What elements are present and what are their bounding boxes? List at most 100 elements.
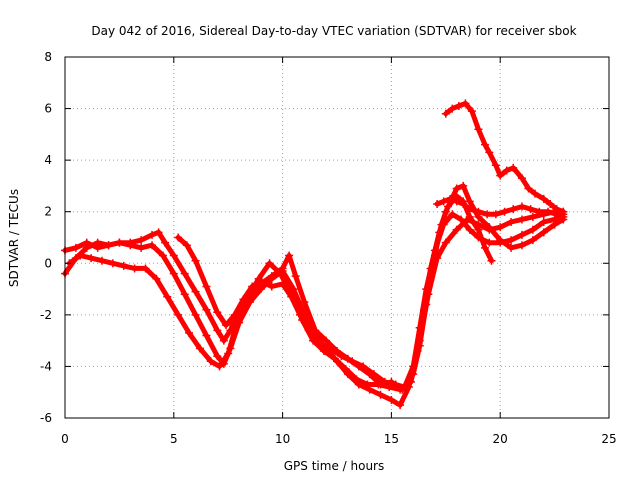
data-point (474, 233, 483, 242)
data-point (485, 238, 494, 247)
data-point (507, 218, 516, 227)
series-track-c (65, 207, 568, 394)
x-tick-label: 10 (275, 432, 290, 446)
data-point (454, 101, 463, 110)
data-point (517, 215, 526, 224)
data-point (185, 328, 194, 337)
data-point (465, 225, 474, 234)
data-point (276, 269, 285, 278)
data-point (248, 282, 257, 291)
data-point (374, 380, 383, 389)
data-point (239, 295, 248, 304)
data-point (202, 305, 211, 314)
data-point (148, 230, 157, 239)
data-point (337, 352, 346, 361)
data-point (448, 210, 457, 219)
data-point (433, 199, 442, 208)
data-point (265, 259, 274, 268)
data-point (154, 228, 163, 237)
data-point (507, 236, 516, 245)
grid-lines (65, 57, 609, 418)
y-tick-label: 4 (44, 153, 52, 167)
data-point (509, 163, 518, 172)
data-point (232, 318, 241, 327)
series-track-f (433, 194, 568, 219)
data-point (539, 194, 548, 203)
data-point (285, 251, 294, 260)
data-point (202, 331, 211, 340)
data-point (485, 225, 494, 234)
data-point (526, 205, 535, 214)
data-point (348, 357, 357, 366)
y-tick-label: 8 (44, 50, 52, 64)
data-point (496, 238, 505, 247)
data-point (213, 352, 222, 361)
data-point (441, 109, 450, 118)
data-point (539, 218, 548, 227)
data-point (330, 354, 339, 363)
data-point (115, 238, 124, 247)
series-track-e (441, 99, 568, 216)
data-point (71, 243, 80, 252)
data-point (474, 207, 483, 216)
data-point (376, 390, 385, 399)
series-trace (66, 209, 566, 393)
data-point (441, 207, 450, 216)
x-tick-label: 15 (384, 432, 399, 446)
tick-labels: 0 5 10 15 20 25 -6 -4 -2 0 2 4 6 8 (40, 50, 617, 446)
data-point (380, 377, 389, 386)
data-point (82, 243, 91, 252)
data-point (528, 236, 537, 245)
data-point (517, 202, 526, 211)
data-point (163, 292, 172, 301)
data-point (448, 104, 457, 113)
data-point (76, 251, 85, 260)
data-point (219, 336, 228, 345)
data-point (359, 362, 368, 371)
data-point (224, 349, 233, 358)
data-point (152, 274, 161, 283)
chart-title: Day 042 of 2016, Sidereal Day-to-day VTE… (91, 24, 576, 38)
y-tick-label: 0 (44, 256, 52, 270)
data-point (180, 290, 189, 299)
data-point (267, 282, 276, 291)
data-point (326, 344, 335, 353)
data-point (452, 197, 461, 206)
data-point (230, 310, 239, 319)
data-point (517, 174, 526, 183)
y-tick-label: -6 (40, 411, 52, 425)
data-point (457, 215, 466, 224)
data-point (287, 292, 296, 301)
data-point (195, 344, 204, 353)
data-point (315, 339, 324, 348)
data-point (363, 380, 372, 389)
data-point (267, 274, 276, 283)
data-point (452, 184, 461, 193)
data-point (169, 251, 178, 260)
data-point (119, 261, 128, 270)
data-point (474, 220, 483, 229)
y-tick-label: 2 (44, 205, 52, 219)
data-point (191, 310, 200, 319)
y-tick-label: -2 (40, 308, 52, 322)
data-point (550, 215, 559, 224)
data-point (137, 236, 146, 245)
data-point (528, 225, 537, 234)
data-point (387, 395, 396, 404)
data-point (87, 254, 96, 263)
data-point (409, 362, 418, 371)
data-point (215, 362, 224, 371)
data-point (108, 259, 117, 268)
data-point (148, 241, 157, 250)
data-point (474, 125, 483, 134)
data-point (256, 277, 265, 286)
data-point (531, 189, 540, 198)
data-point (539, 228, 548, 237)
data-point (213, 326, 222, 335)
y-tick-label: -4 (40, 359, 52, 373)
x-tick-label: 25 (601, 432, 616, 446)
data-point (158, 251, 167, 260)
data-point (439, 220, 448, 229)
